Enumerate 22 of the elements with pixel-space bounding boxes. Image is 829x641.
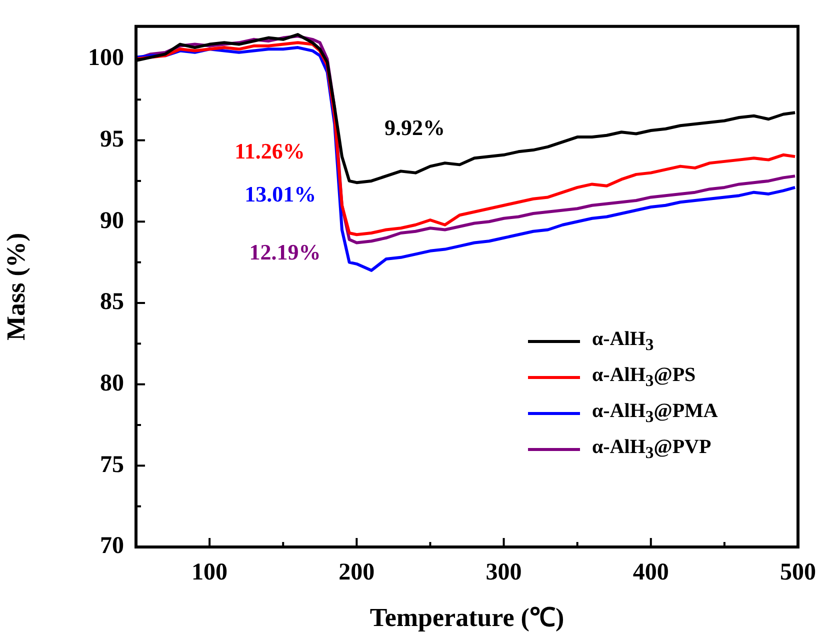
annotation: 12.19% [249, 240, 321, 265]
y-tick-label: 80 [100, 370, 124, 397]
annotation: 11.26% [234, 138, 305, 164]
x-tick-label: 300 [486, 560, 522, 586]
y-tick-label: 70 [100, 533, 124, 560]
x-tick-label: 100 [192, 560, 228, 586]
y-tick-label: 100 [88, 45, 124, 72]
y-tick-label: 95 [100, 126, 124, 152]
x-axis-title: Temperature (℃) [370, 603, 564, 632]
x-tick-label: 400 [632, 560, 669, 586]
legend-label: α-AlH$_{3}$@PVP [592, 436, 712, 462]
y-tick-label: 90 [100, 208, 124, 234]
annotation: 13.01% [244, 181, 316, 206]
legend-label: α-AlH$_{3}$@PMA [592, 400, 718, 426]
y-tick-label: 85 [100, 289, 124, 316]
legend-label: α-AlH$_{3}$ [592, 328, 654, 354]
y-tick-label: 75 [100, 452, 124, 478]
y-axis-title: Mass (%) [1, 232, 30, 340]
x-tick-label: 500 [780, 560, 816, 586]
x-tick-label: 200 [338, 560, 375, 586]
annotation: 9.92% [384, 115, 445, 140]
legend-label: α-AlH$_{3}$@PS [592, 364, 696, 390]
